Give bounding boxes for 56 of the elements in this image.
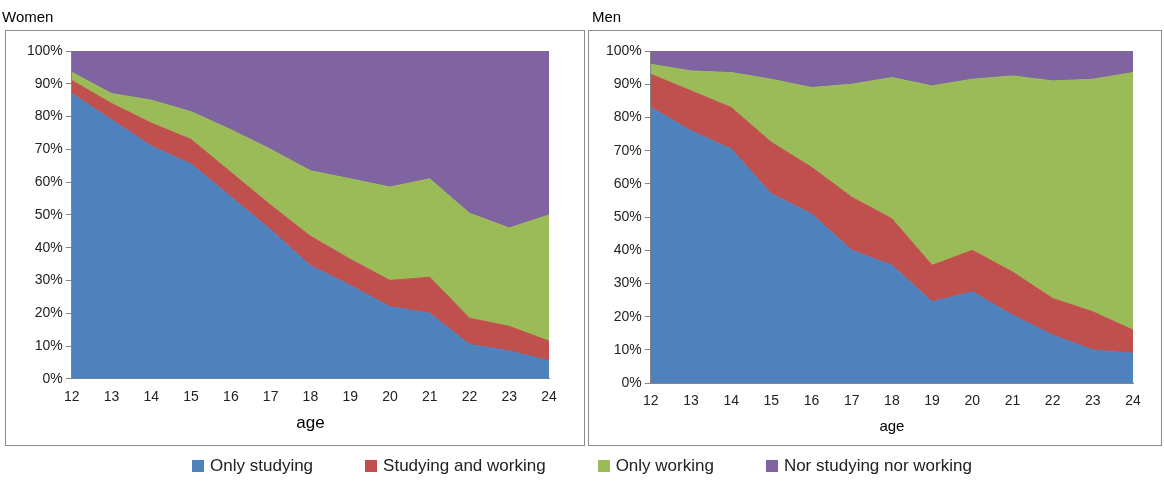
y-tick-label: 90% xyxy=(34,74,63,91)
x-tick-label: 15 xyxy=(183,388,200,405)
x-tick-label: 22 xyxy=(1044,392,1061,409)
x-tick-label: 24 xyxy=(1125,392,1141,409)
y-tick-label: 10% xyxy=(34,336,63,353)
x-tick-label: 12 xyxy=(643,392,659,409)
y-tick-label: 80% xyxy=(34,107,63,124)
legend-label: Studying and working xyxy=(383,456,546,476)
y-tick-label: 90% xyxy=(613,75,642,92)
x-tick-label: 18 xyxy=(884,392,900,409)
y-tick-label: 50% xyxy=(613,207,642,224)
chart-title: Women xyxy=(2,8,54,25)
y-tick-label: 0% xyxy=(621,374,642,391)
y-tick-label: 20% xyxy=(34,304,63,321)
y-tick-label: 60% xyxy=(613,174,642,191)
x-tick-label: 15 xyxy=(763,392,780,409)
x-tick-label: 14 xyxy=(143,388,160,405)
chart-title: Men xyxy=(592,8,622,25)
x-tick-label: 22 xyxy=(461,388,478,405)
y-tick-label: 80% xyxy=(613,108,642,125)
x-tick-label: 16 xyxy=(803,392,820,409)
x-tick-label: 23 xyxy=(501,388,518,405)
y-tick-label: 20% xyxy=(613,307,642,324)
y-tick-label: 30% xyxy=(613,274,642,291)
y-tick-label: 100% xyxy=(605,41,642,58)
x-tick-label: 20 xyxy=(964,392,981,409)
y-tick-label: 50% xyxy=(34,205,63,222)
x-tick-label: 20 xyxy=(382,388,398,405)
y-tick-label: 0% xyxy=(42,369,63,386)
legend-label: Only studying xyxy=(210,456,314,476)
y-tick-label: 40% xyxy=(34,238,63,255)
y-tick-label: 30% xyxy=(34,271,63,288)
x-tick-label: 21 xyxy=(1004,392,1021,409)
x-tick-label: 13 xyxy=(683,392,699,409)
x-tick-label: 19 xyxy=(924,392,941,409)
y-tick-label: 100% xyxy=(26,41,63,58)
x-axis-title: age xyxy=(296,413,325,433)
x-tick-label: 17 xyxy=(262,388,279,405)
x-tick-label: 14 xyxy=(723,392,740,409)
x-tick-label: 21 xyxy=(421,388,438,405)
x-tick-label: 19 xyxy=(342,388,359,405)
legend-label: Only working xyxy=(615,456,714,476)
x-tick-label: 18 xyxy=(302,388,319,405)
y-tick-label: 60% xyxy=(34,172,63,189)
x-tick-label: 13 xyxy=(103,388,120,405)
x-axis-title: age xyxy=(879,417,905,435)
legend-label: Nor studying nor working xyxy=(783,456,972,476)
y-tick-label: 70% xyxy=(34,140,63,157)
y-tick-label: 40% xyxy=(613,241,642,258)
x-tick-label: 12 xyxy=(64,388,80,405)
x-tick-label: 24 xyxy=(541,388,557,405)
x-tick-label: 16 xyxy=(223,388,239,405)
y-tick-label: 10% xyxy=(613,340,642,357)
x-tick-label: 17 xyxy=(843,392,860,409)
y-tick-label: 70% xyxy=(613,141,642,158)
x-tick-label: 23 xyxy=(1085,392,1101,409)
